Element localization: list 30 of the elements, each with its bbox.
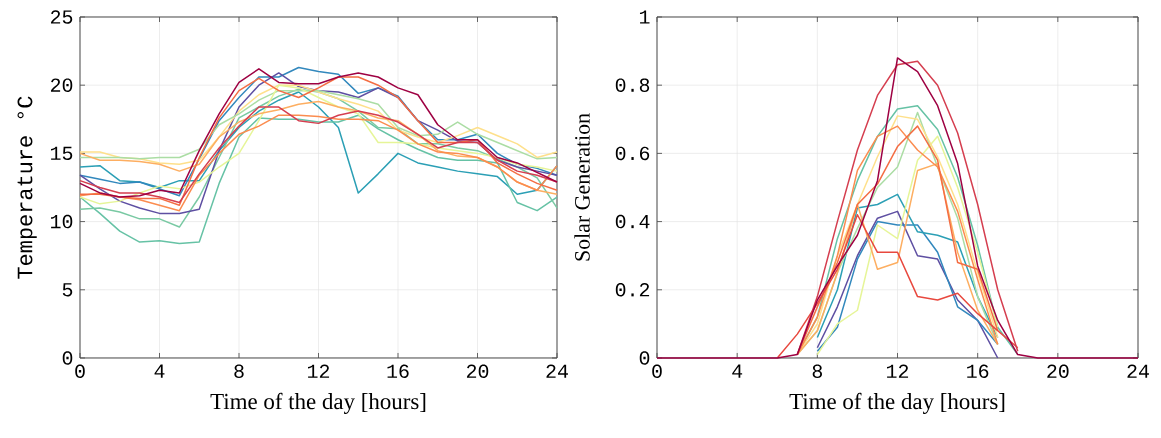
x-tick-label: 24 — [1127, 364, 1149, 378]
x-tick-label: 20 — [466, 364, 489, 379]
y-tick-label: 0.2 — [615, 283, 650, 297]
y-tick-label: 25 — [50, 10, 73, 24]
x-tick-label: 4 — [732, 364, 743, 378]
y-tick-label: 5 — [62, 283, 73, 297]
x-axis-title: Time of the day [hours] — [789, 392, 1005, 414]
y-axis-title: Temperature °C — [17, 96, 37, 279]
x-axis-title: Time of the day [hours] — [210, 392, 426, 414]
x-tick-label: 8 — [812, 364, 823, 379]
x-tick-label: 0 — [652, 364, 662, 379]
y-tick-label: 10 — [51, 214, 73, 229]
x-tick-label: 8 — [234, 364, 244, 379]
y-axis-title: Solar Generation — [574, 113, 590, 261]
x-tick-label: 12 — [886, 364, 909, 378]
y-tick-label: 15 — [51, 146, 73, 161]
x-tick-label: 0 — [75, 364, 85, 379]
y-tick-label: 0 — [639, 351, 650, 365]
x-tick-label: 20 — [1047, 364, 1069, 379]
x-tick-label: 16 — [387, 364, 409, 379]
y-tick-label: 0.6 — [615, 146, 650, 161]
y-tick-label: 1 — [639, 10, 650, 24]
x-tick-label: 4 — [154, 364, 165, 378]
y-tick-label: 0.4 — [615, 214, 650, 229]
y-tick-label: 0.8 — [615, 78, 650, 92]
x-tick-label: 16 — [967, 364, 989, 379]
x-tick-label: 24 — [546, 364, 568, 378]
y-tick-label: 0 — [62, 351, 73, 365]
x-tick-label: 12 — [307, 364, 330, 378]
y-tick-label: 20 — [50, 78, 73, 92]
